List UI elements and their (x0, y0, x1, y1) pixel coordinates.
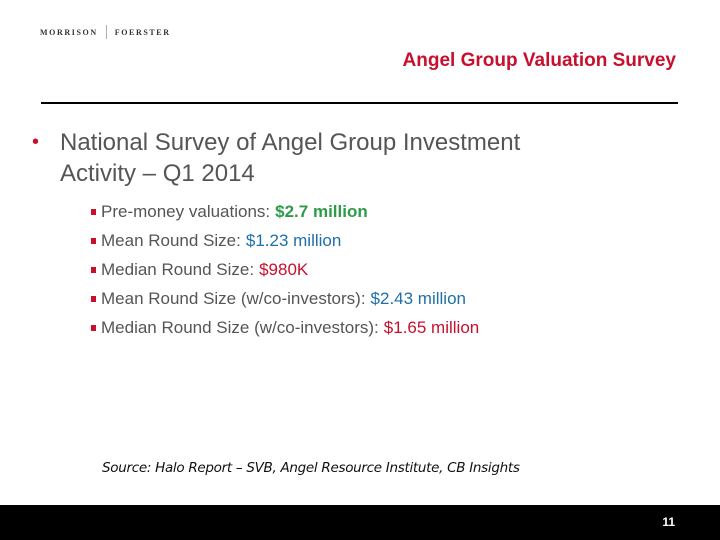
logo-right: FOERSTER (114, 27, 171, 37)
sub-bullet-label: Mean Round Size (w/co-investors): (101, 288, 366, 308)
main-bullet-line-1: National Survey of Angel Group Investmen… (60, 129, 521, 156)
sub-bullet-label: Pre-money valuations: (101, 201, 271, 221)
main-bullet-line-2: Activity – Q1 2014 (60, 160, 255, 187)
slide-title: Angel Group Valuation Survey (402, 50, 676, 71)
footer-bar: 11 (0, 505, 720, 540)
title-divider (41, 102, 678, 104)
sub-bullet-label: Median Round Size (w/co-investors): (101, 317, 379, 337)
square-bullet-icon (91, 295, 96, 302)
sub-bullet-median-round: Median Round Size: $980K (91, 255, 479, 284)
sub-bullet-label: Median Round Size: (101, 259, 255, 279)
sub-bullet-mean-round-coinvest: Mean Round Size (w/co-investors): $2.43 … (91, 284, 479, 313)
square-bullet-icon (91, 208, 96, 215)
sub-bullet-value: $1.65 million (383, 317, 480, 337)
square-bullet-icon (91, 266, 96, 273)
logo-divider (105, 25, 107, 39)
sub-bullet-mean-round: Mean Round Size: $1.23 million (91, 226, 479, 255)
main-bullet: • National Survey of Angel Group Investm… (32, 127, 644, 189)
source-citation: Source: Halo Report – SVB, Angel Resourc… (102, 460, 520, 476)
sub-bullet-pre-money: Pre-money valuations: $2.7 million (91, 197, 479, 226)
sub-bullet-list: Pre-money valuations: $2.7 million Mean … (91, 197, 479, 342)
square-bullet-icon (91, 237, 96, 244)
bullet-dot-icon: • (32, 131, 40, 153)
sub-bullet-value: $2.43 million (370, 288, 466, 308)
sub-bullet-median-round-coinvest: Median Round Size (w/co-investors): $1.6… (91, 313, 479, 342)
sub-bullet-value: $980K (259, 259, 309, 279)
square-bullet-icon (91, 324, 96, 331)
page-number: 11 (662, 515, 675, 529)
firm-logo: MORRISON FOERSTER (40, 25, 171, 39)
sub-bullet-value: $2.7 million (275, 201, 368, 221)
logo-left: MORRISON (40, 27, 98, 37)
sub-bullet-label: Mean Round Size: (101, 230, 241, 250)
sub-bullet-value: $1.23 million (245, 230, 342, 250)
